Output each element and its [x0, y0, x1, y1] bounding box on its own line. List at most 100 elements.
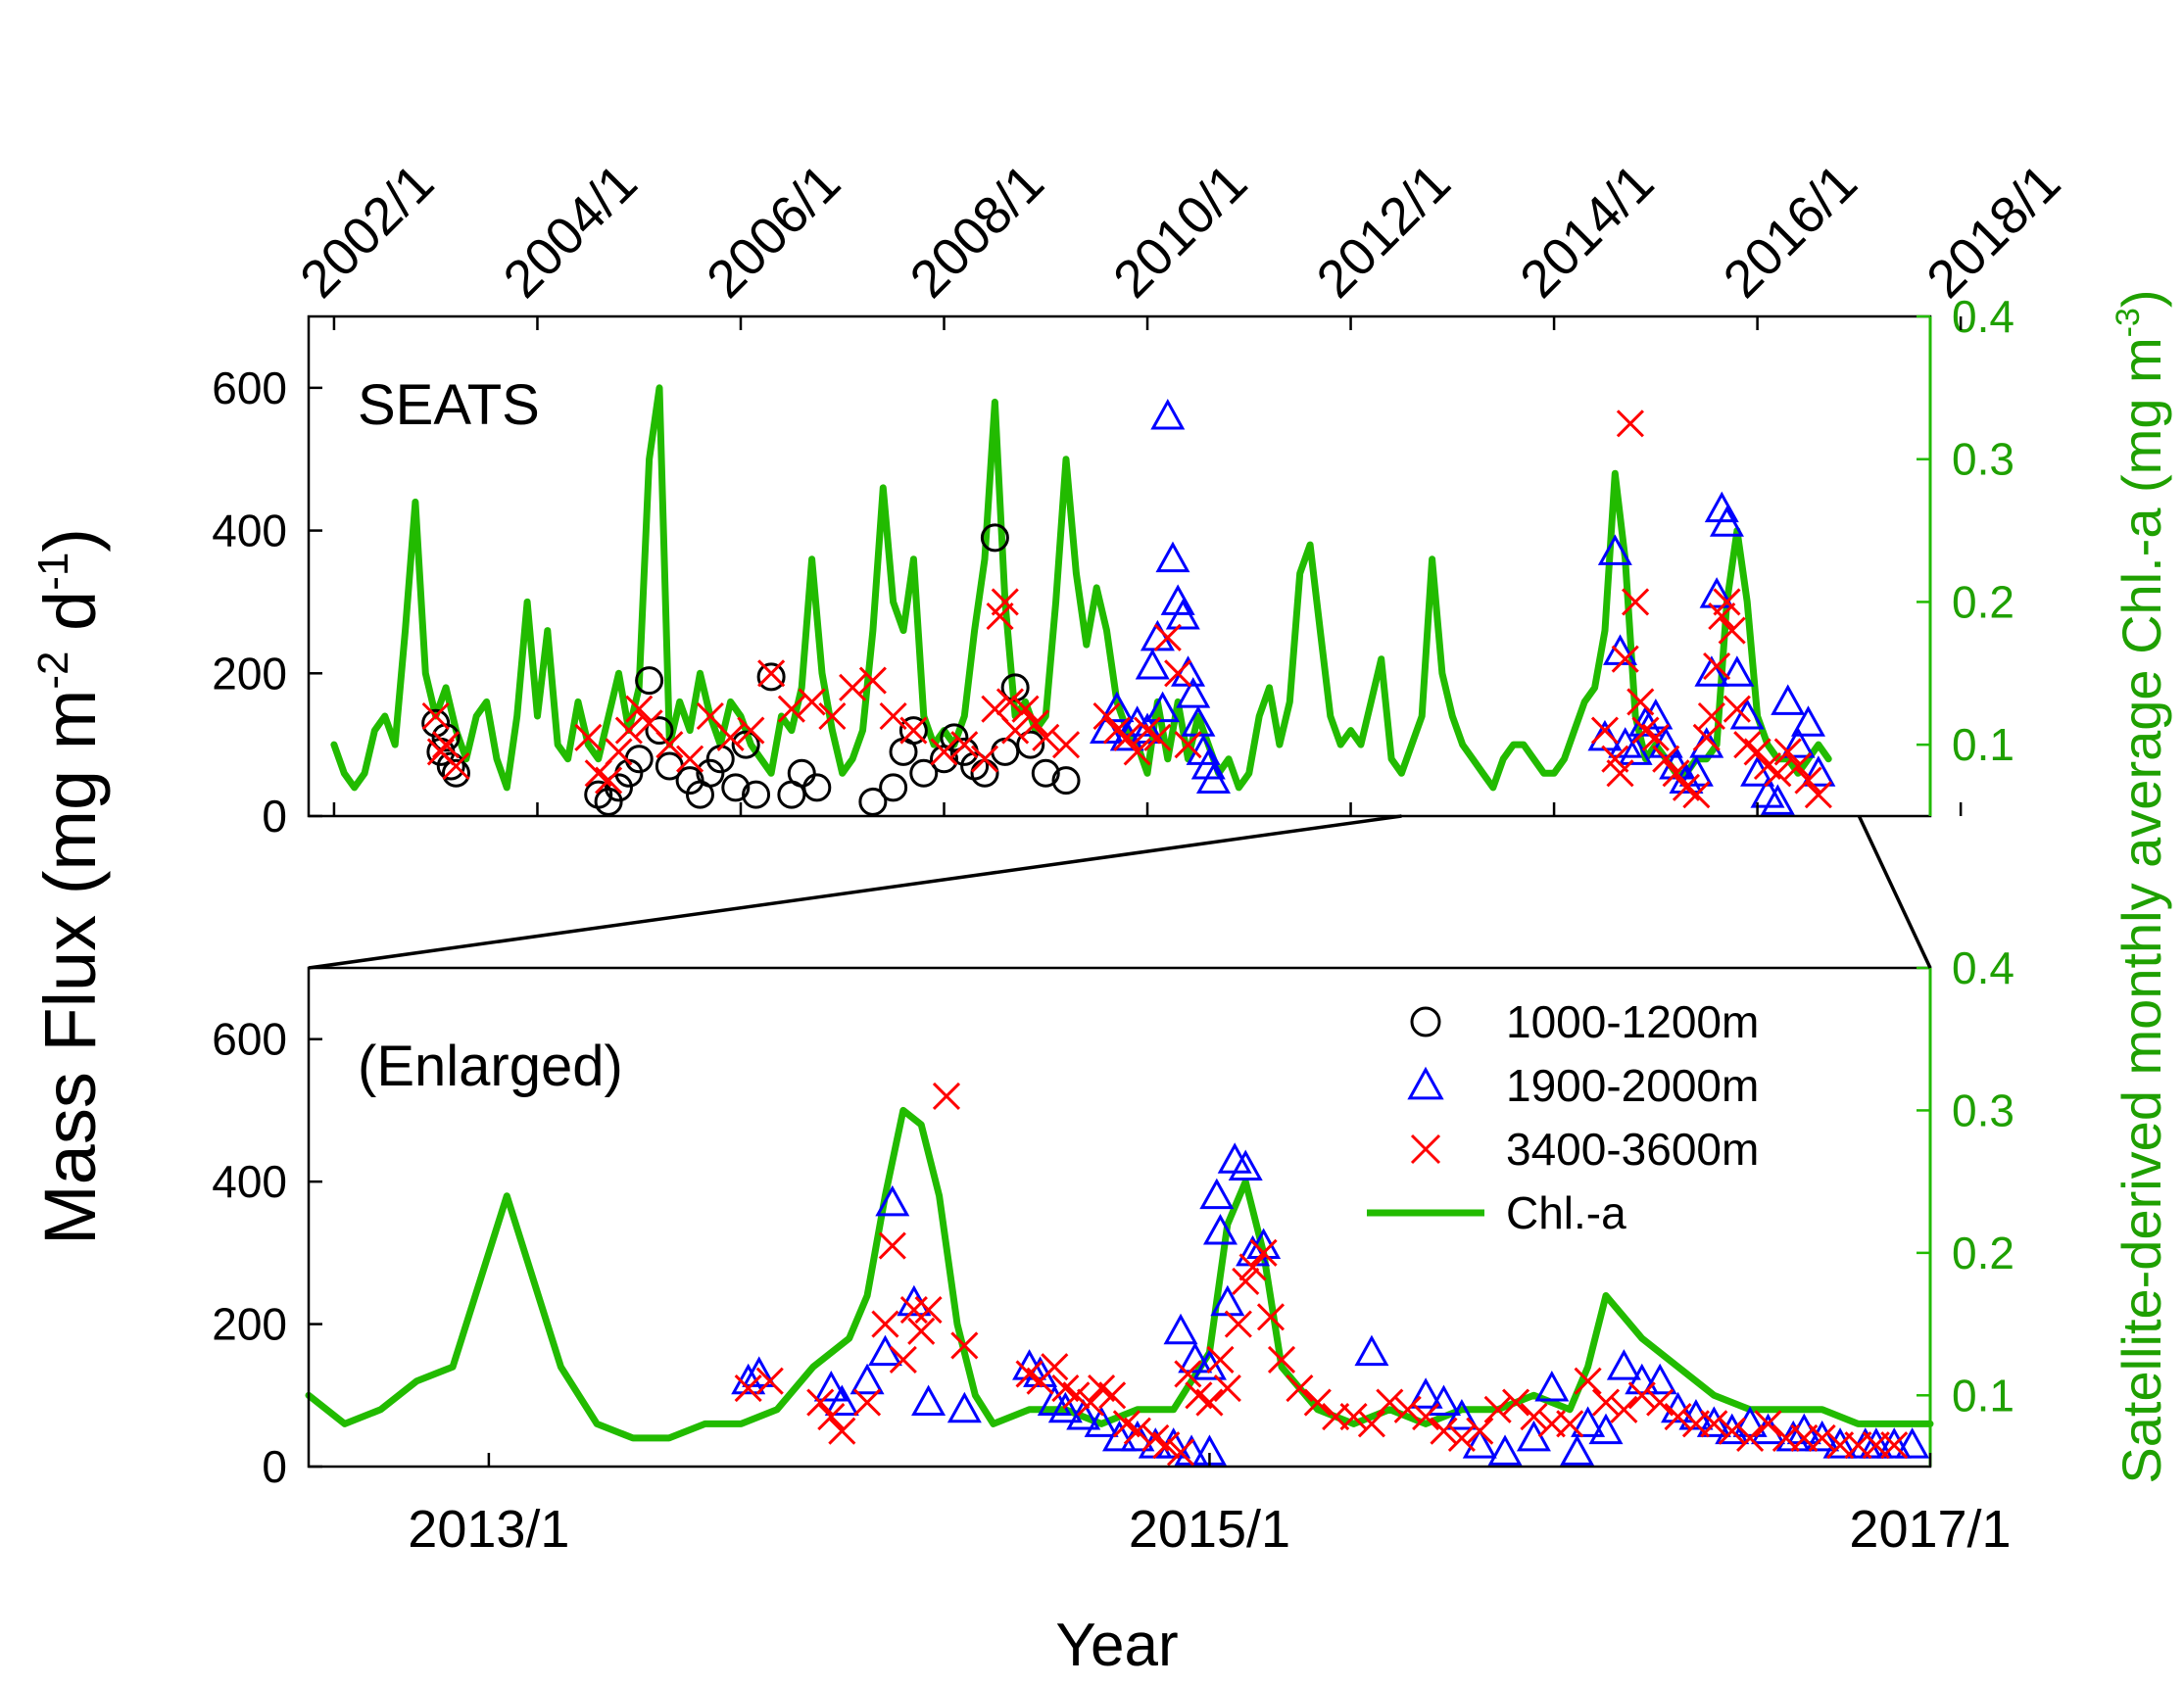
bottom-point-3400 — [1286, 1374, 1314, 1403]
bottom-point-3400-stroke-b — [1646, 1388, 1674, 1417]
bottom-point-3400-stroke-b — [817, 1403, 846, 1431]
top-point-1900 — [1150, 398, 1186, 430]
bottom-point-3400 — [1646, 1388, 1674, 1417]
bottom-point-3400 — [1466, 1417, 1494, 1445]
top-point-3400 — [1682, 781, 1711, 809]
top-point-1000 — [696, 758, 725, 788]
bottom-point-3400-stroke-b — [1591, 1388, 1621, 1417]
bottom-point-3400 — [1501, 1388, 1530, 1417]
top-point-3400-stroke-b — [986, 602, 1014, 631]
top-point-3400-stroke-b — [930, 738, 958, 766]
bottom-point-3400-stroke-b — [852, 1388, 882, 1417]
bottom-point-1900 — [1202, 1214, 1238, 1245]
top-point-3400 — [1641, 723, 1670, 751]
top-point-1000 — [940, 723, 969, 752]
top-point-3400 — [1794, 766, 1822, 795]
top-panel-label: SEATS — [358, 373, 540, 437]
top-point-3400 — [1708, 602, 1736, 631]
bottom-point-3400 — [950, 1331, 979, 1360]
top-point-3400-stroke-b — [1590, 716, 1620, 745]
bottom-point-3400-stroke-b — [1339, 1403, 1368, 1431]
bottom-y-tick-label: 0 — [262, 1441, 287, 1492]
top-point-3400-stroke-b — [777, 695, 805, 723]
top-point-3400-stroke-b — [1753, 751, 1782, 781]
top-x-tick-label: 2012/1 — [1306, 153, 1462, 309]
top-point-3400 — [625, 695, 654, 723]
bottom-point-3400-stroke-b — [1520, 1403, 1548, 1431]
bottom-point-1900 — [1084, 1406, 1119, 1437]
y-left-title-close: ) — [29, 528, 111, 553]
bottom-point-1900 — [813, 1370, 849, 1402]
bottom-point-1900 — [946, 1391, 982, 1423]
bottom-point-3400 — [1664, 1403, 1692, 1431]
y-right-title: Satellite-derived monthly average Chl.-a… — [2110, 289, 2172, 1483]
bottom-point-3400-stroke-b — [907, 1317, 936, 1345]
y-left-title-text: Mass Flux (mg m — [29, 690, 111, 1245]
top-point-3400 — [574, 723, 603, 751]
bottom-point-1900 — [1487, 1434, 1523, 1466]
top-point-3400 — [1590, 716, 1620, 745]
bottom-x-tick-label: 2017/1 — [1849, 1500, 2011, 1559]
bottom-point-3400 — [1174, 1360, 1202, 1388]
top-point-1000 — [1031, 758, 1060, 788]
bottom-point-3400 — [1238, 1253, 1267, 1281]
top-point-3400-stroke-b — [574, 723, 603, 751]
top-point-3400-stroke-b — [757, 659, 786, 688]
bottom-point-3400 — [1880, 1431, 1909, 1460]
top-point-1900 — [1801, 755, 1836, 787]
bottom-point-3400-stroke-b — [1718, 1417, 1746, 1445]
zoom-line-left — [308, 814, 1402, 970]
bottom-point-1900 — [1859, 1427, 1894, 1459]
top-point-1900 — [1729, 698, 1765, 730]
top-point-3400-stroke-b — [737, 716, 765, 745]
top-point-3400-stroke-b — [970, 745, 999, 773]
top-point-3400 — [777, 695, 805, 723]
bottom-point-3400-stroke-b — [1754, 1410, 1782, 1438]
top-point-1900 — [1780, 727, 1816, 758]
bottom-point-3400-stroke-b — [1213, 1374, 1241, 1403]
top-point-3400-stroke-b — [614, 716, 643, 745]
top-point-3400-stroke-b — [1713, 588, 1741, 616]
bottom-point-3400-stroke-b — [1627, 1381, 1656, 1410]
bottom-point-1900 — [1642, 1363, 1677, 1395]
top-point-1000 — [898, 716, 928, 746]
bottom-point-1900 — [1462, 1427, 1497, 1459]
bottom-point-1900 — [824, 1384, 859, 1417]
top-point-3400-stroke-b — [1143, 723, 1172, 751]
bottom-point-3400-stroke-b — [889, 1345, 917, 1374]
bottom-point-3400-stroke-b — [1152, 1431, 1181, 1460]
bottom-point-3400 — [1152, 1431, 1181, 1460]
top-point-3400 — [1051, 731, 1081, 759]
bottom-point-3400-stroke-b — [1501, 1388, 1530, 1417]
top-x-tick-label: 2006/1 — [696, 153, 851, 309]
bottom-point-3400-stroke-b — [1447, 1423, 1476, 1452]
bottom-point-3400-stroke-b — [1736, 1423, 1765, 1452]
top-point-3400-stroke-b — [879, 701, 907, 731]
bottom-point-3400 — [1267, 1345, 1296, 1374]
y-right-title-text: Satellite-derived monthly average Chl.-a… — [2111, 337, 2172, 1483]
bottom-point-3400-stroke-b — [1412, 1403, 1440, 1431]
legend-label-3400: 3400-3600m — [1506, 1124, 1759, 1175]
top-point-3400-stroke-b — [1032, 723, 1060, 751]
top-point-1000 — [742, 780, 771, 809]
y-right-title-exp: -3 — [2110, 308, 2147, 337]
bottom-point-1900 — [1822, 1427, 1858, 1459]
bottom-point-3400 — [1808, 1423, 1836, 1452]
bottom-point-3400-stroke-b — [1041, 1353, 1069, 1381]
bottom-point-3400-stroke-b — [1357, 1410, 1386, 1438]
top-point-3400-stroke-b — [1611, 645, 1639, 673]
top-point-3400 — [839, 673, 867, 701]
bottom-point-3400 — [828, 1417, 856, 1445]
top-point-3400-stroke-b — [1718, 616, 1746, 645]
bottom-point-1900 — [1047, 1391, 1083, 1423]
bottom-point-3400-stroke-b — [806, 1388, 835, 1417]
bottom-point-1900 — [1354, 1334, 1389, 1367]
bottom-point-1900 — [1408, 1377, 1443, 1409]
bottom-point-1900 — [1805, 1420, 1840, 1452]
bottom-point-3400 — [1591, 1388, 1621, 1417]
bottom-point-1900 — [1696, 1406, 1731, 1437]
bottom-point-3400 — [1077, 1388, 1105, 1417]
top-point-3400 — [1773, 738, 1802, 766]
top-y-tick-label: 600 — [212, 362, 287, 413]
bottom-panel: 0 200 400 600 0.1 0.2 0.3 0.4 2013/1 2015/1 2017/1… — [212, 942, 2014, 1559]
